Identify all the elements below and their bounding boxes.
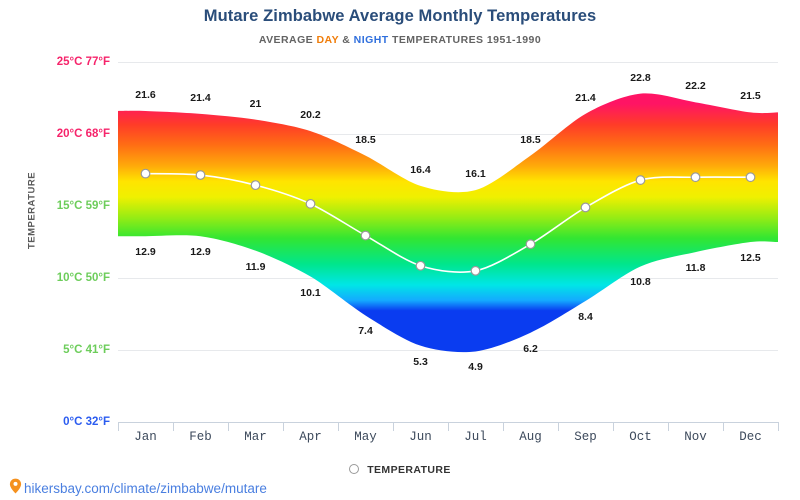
y-axis-tick-labels: 25°C 77°F 20°C 68°F 15°C 59°F 10°C 50°F 5°C … — [0, 0, 110, 500]
day-value-label: 22.2 — [685, 80, 706, 93]
x-axis-tickmarks — [118, 422, 779, 432]
chart-legend: TEMPERATURE — [0, 464, 800, 476]
day-value-label: 18.5 — [520, 133, 541, 146]
data-point-marker[interactable] — [415, 260, 426, 271]
day-value-label: 21 — [249, 97, 262, 110]
night-value-label: 4.9 — [468, 361, 483, 374]
night-value-label: 10.1 — [300, 286, 321, 299]
x-tickmark — [448, 422, 449, 431]
x-axis-labels: Jan Feb Mar Apr May Jun Jul Aug Sep Oct Nov Dec — [118, 430, 778, 452]
x-tick-label-dec: Dec — [739, 430, 762, 444]
day-value-label: 21.4 — [190, 91, 211, 104]
x-tick-label-nov: Nov — [684, 430, 707, 444]
subtitle-prefix: AVERAGE — [258, 34, 317, 46]
night-value-label: 8.4 — [578, 311, 593, 324]
x-tickmark — [723, 422, 724, 431]
subtitle-ampersand: & — [338, 34, 354, 46]
night-value-label: 11.9 — [245, 260, 266, 273]
data-point-marker[interactable] — [250, 180, 261, 191]
night-value-label: 12.9 — [135, 246, 156, 259]
y-tick-label: 25°C 77°F — [56, 56, 110, 68]
x-tick-label-feb: Feb — [189, 430, 212, 444]
temperature-band — [118, 93, 778, 353]
night-value-label: 12.5 — [740, 252, 761, 264]
data-point-marker[interactable] — [745, 172, 756, 183]
gridline — [118, 134, 778, 135]
x-tick-label-mar: Mar — [244, 430, 267, 444]
data-point-marker[interactable] — [195, 170, 206, 180]
x-tickmark — [668, 422, 669, 431]
gridline — [118, 62, 778, 63]
night-value-label: 12.9 — [190, 246, 211, 259]
night-value-label: 11.8 — [685, 262, 706, 275]
y-tick-label: 5°C 41°F — [63, 344, 110, 356]
x-tickmark — [283, 422, 284, 431]
x-tick-label-jul: Jul — [464, 430, 487, 444]
plot-area — [118, 62, 778, 422]
x-tick-label-jan: Jan — [134, 430, 157, 444]
y-tick-label: 10°C 50°F — [56, 272, 110, 284]
x-tickmark — [228, 422, 229, 431]
data-point-marker[interactable] — [690, 172, 701, 183]
chart-subtitle: AVERAGE DAY & NIGHT TEMPERATURES 1951-19… — [0, 34, 800, 46]
day-value-label: 20.2 — [300, 109, 321, 122]
x-tick-label-oct: Oct — [629, 430, 652, 444]
day-value-label: 18.5 — [355, 133, 376, 146]
data-point-marker[interactable] — [140, 168, 151, 179]
x-tickmark — [613, 422, 614, 431]
day-value-label: 22.8 — [630, 71, 651, 84]
subtitle-suffix: TEMPERATURES 1951-1990 — [388, 34, 542, 46]
day-night-band — [118, 93, 778, 353]
page-title: Mutare Zimbabwe Average Monthly Temperat… — [203, 7, 597, 25]
data-point-marker[interactable] — [525, 239, 536, 250]
x-tickmark — [173, 422, 174, 431]
subtitle-night-word: NIGHT — [353, 34, 389, 46]
legend-item-temperature: TEMPERATURE — [367, 464, 451, 477]
day-value-label: 16.4 — [410, 163, 431, 176]
y-tick-label: 0°C 32°F — [63, 416, 110, 428]
source-url[interactable]: hikersbay.com/climate/zimbabwe/mutare — [24, 481, 267, 496]
x-tick-label-sep: Sep — [574, 430, 597, 444]
day-value-label: 21.6 — [135, 88, 156, 101]
subtitle-day-word: DAY — [316, 34, 339, 46]
x-tick-label-aug: Aug — [519, 430, 542, 444]
data-point-marker[interactable] — [360, 230, 371, 241]
x-tickmark — [118, 422, 119, 431]
y-tick-label: 15°C 59°F — [56, 200, 110, 212]
day-value-label: 16.1 — [465, 168, 486, 181]
night-value-label: 5.3 — [413, 355, 428, 368]
night-value-label: 7.4 — [358, 325, 373, 338]
data-point-marker[interactable] — [470, 265, 481, 276]
x-tickmark — [393, 422, 394, 431]
data-point-marker[interactable] — [580, 202, 591, 213]
location-pin-icon — [9, 478, 22, 497]
circle-outline-icon — [349, 464, 360, 475]
data-point-marker[interactable] — [635, 175, 646, 185]
source-footer[interactable]: hikersbay.com/climate/zimbabwe/mutare — [9, 478, 267, 498]
x-tickmark — [558, 422, 559, 431]
day-value-label: 21.5 — [740, 90, 761, 103]
x-tick-label-apr: Apr — [299, 430, 322, 444]
data-point-marker[interactable] — [305, 198, 316, 209]
x-tickmark — [503, 422, 504, 431]
day-value-label: 21.4 — [575, 91, 596, 104]
x-tick-label-may: May — [354, 430, 377, 444]
night-value-label: 6.2 — [523, 342, 538, 355]
x-tickmark — [778, 422, 779, 431]
x-tick-label-jun: Jun — [409, 430, 432, 444]
x-tickmark — [338, 422, 339, 431]
night-value-label: 10.8 — [630, 276, 651, 289]
y-tick-label: 20°C 68°F — [56, 128, 110, 140]
